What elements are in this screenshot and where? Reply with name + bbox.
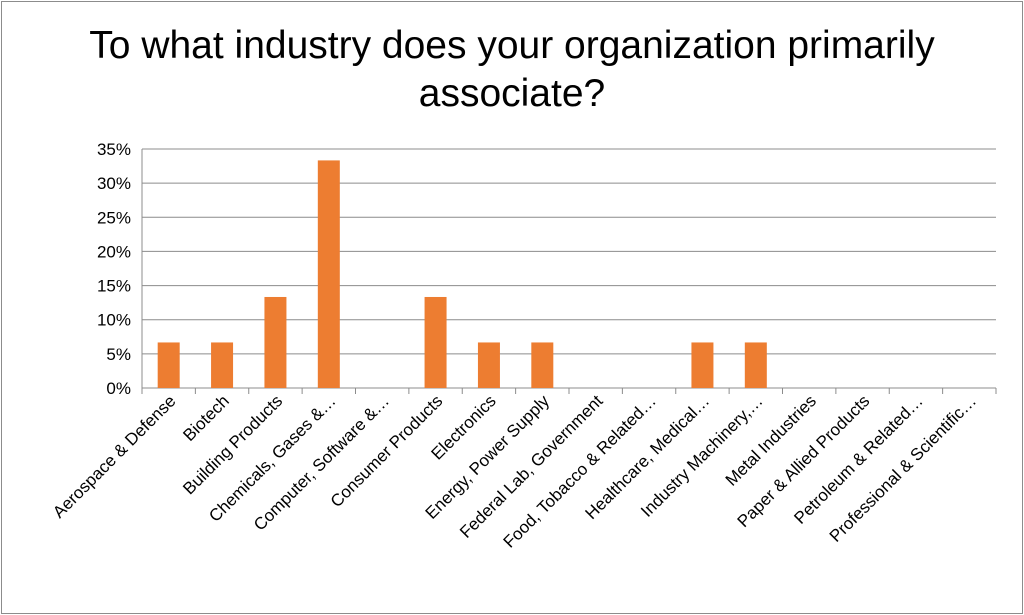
y-tick-label: 20% <box>97 242 131 261</box>
y-tick-label: 5% <box>106 345 131 364</box>
bar <box>691 342 714 388</box>
x-category-label: Building Products <box>179 391 286 498</box>
bar <box>424 296 447 388</box>
y-tick-label: 30% <box>97 174 131 193</box>
bar <box>211 342 234 388</box>
bar <box>477 342 500 388</box>
bar <box>744 342 767 388</box>
y-tick-label: 35% <box>97 140 131 159</box>
chart-title: To what industry does your organization … <box>89 24 935 115</box>
x-category-label: Aerospace & Defense <box>49 391 179 521</box>
bar <box>264 296 287 388</box>
y-tick-label: 10% <box>97 311 131 330</box>
x-category-label: Metal Industries <box>722 391 820 489</box>
bar <box>317 160 340 388</box>
bar <box>531 342 554 388</box>
x-category-label: Biotech <box>179 391 233 445</box>
bar <box>157 342 180 388</box>
y-tick-label: 25% <box>97 208 131 227</box>
y-tick-label: 0% <box>106 379 131 398</box>
y-tick-label: 15% <box>97 277 131 296</box>
